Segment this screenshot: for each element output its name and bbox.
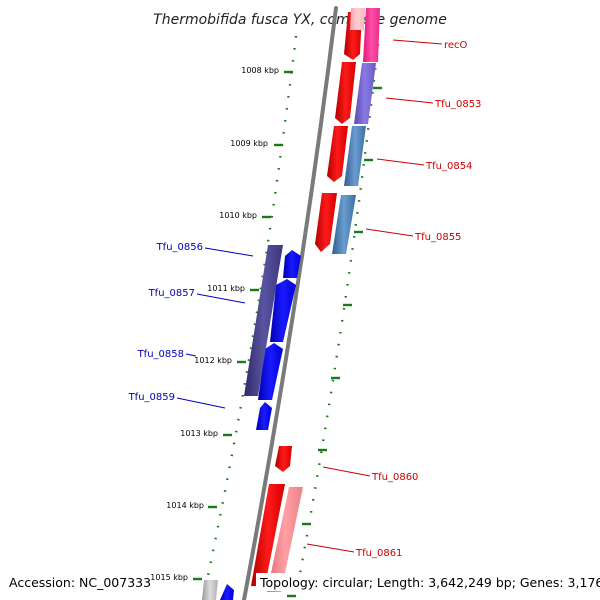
accession-text: Accession: NC_007333: [9, 575, 151, 590]
gene-feature-Tfu_0857[interactable]: [270, 279, 296, 342]
bar-purple: [354, 63, 376, 124]
gene-label-Tfu_0853[interactable]: Tfu_0853: [434, 99, 481, 110]
kbp-label-1008: 1008 kbp: [241, 66, 279, 75]
gene-feature-Tfu_0859[interactable]: [256, 402, 272, 430]
gene-feature-Tfu_0854[interactable]: [327, 126, 348, 182]
kbp-label-1011: 1011 kbp: [207, 284, 245, 293]
gene-label-Tfu_0859[interactable]: Tfu_0859: [128, 392, 175, 403]
gene-feature-Tfu_0853[interactable]: [335, 62, 356, 124]
reverse-cds-track: [202, 245, 301, 600]
summary-text: Topology: circular; Length: 3,642,249 bp…: [259, 575, 600, 590]
leader-lines: [176, 39, 443, 553]
inner-dotted-ring: [203, 35, 298, 591]
footer-summary-bg: [256, 573, 597, 591]
gene-label-Tfu_0860[interactable]: Tfu_0860: [371, 472, 418, 483]
bar-salmon: [267, 487, 303, 592]
forward-cds-track: [251, 12, 362, 586]
gene-label-Tfu_0856[interactable]: Tfu_0856: [156, 242, 203, 253]
kbp-label-1015: 1015 kbp: [150, 573, 188, 582]
genome-backbone: [242, 6, 338, 600]
gene-labels-forward: recO Tfu_0853 Tfu_0854 Tfu_0855 Tfu_0860…: [355, 40, 481, 559]
kbp-label-1012: 1012 kbp: [194, 356, 232, 365]
bar-lightpink-top: [350, 8, 365, 30]
bar-pink: [363, 8, 380, 62]
gene-label-Tfu_0861[interactable]: Tfu_0861: [355, 548, 402, 559]
bar-steel-2: [332, 195, 356, 254]
outer-dotted-ring: [295, 43, 380, 591]
gene-label-Tfu_0858[interactable]: Tfu_0858: [137, 349, 184, 360]
kbp-scale-labels: 1008 kbp 1009 kbp 1010 kbp 1011 kbp 1012…: [150, 66, 279, 582]
forward-annotation-bars: [267, 8, 380, 592]
major-ticks-inner: [193, 70, 293, 581]
kbp-label-1009: 1009 kbp: [230, 139, 268, 148]
gene-label-Tfu_0854[interactable]: Tfu_0854: [425, 161, 472, 172]
gene-feature-Tfu_0860[interactable]: [275, 446, 292, 472]
bar-slate: [244, 245, 283, 396]
bar-gray-bottom: [202, 580, 218, 600]
kbp-label-1013: 1013 kbp: [180, 429, 218, 438]
feature-blue-bottom[interactable]: [220, 584, 234, 600]
kbp-label-1010: 1010 kbp: [219, 211, 257, 220]
kbp-label-1014: 1014 kbp: [166, 501, 204, 510]
footer-accession-bg: [4, 573, 144, 591]
gene-feature-Tfu_0855[interactable]: [315, 193, 337, 252]
gene-feature-Tfu_0861[interactable]: [251, 484, 285, 586]
gene-label-recO[interactable]: recO: [444, 40, 468, 51]
map-title: Thermobifida fusca YX, complete genome: [153, 12, 447, 28]
major-ticks-outer: [287, 86, 382, 598]
gene-label-Tfu_0857[interactable]: Tfu_0857: [148, 288, 195, 299]
gene-label-Tfu_0855[interactable]: Tfu_0855: [414, 232, 461, 243]
gene-feature-Tfu_0856[interactable]: [283, 250, 301, 278]
bar-steel-1: [344, 126, 366, 186]
gene-labels-reverse: Tfu_0856 Tfu_0857 Tfu_0858 Tfu_0859: [128, 242, 203, 403]
